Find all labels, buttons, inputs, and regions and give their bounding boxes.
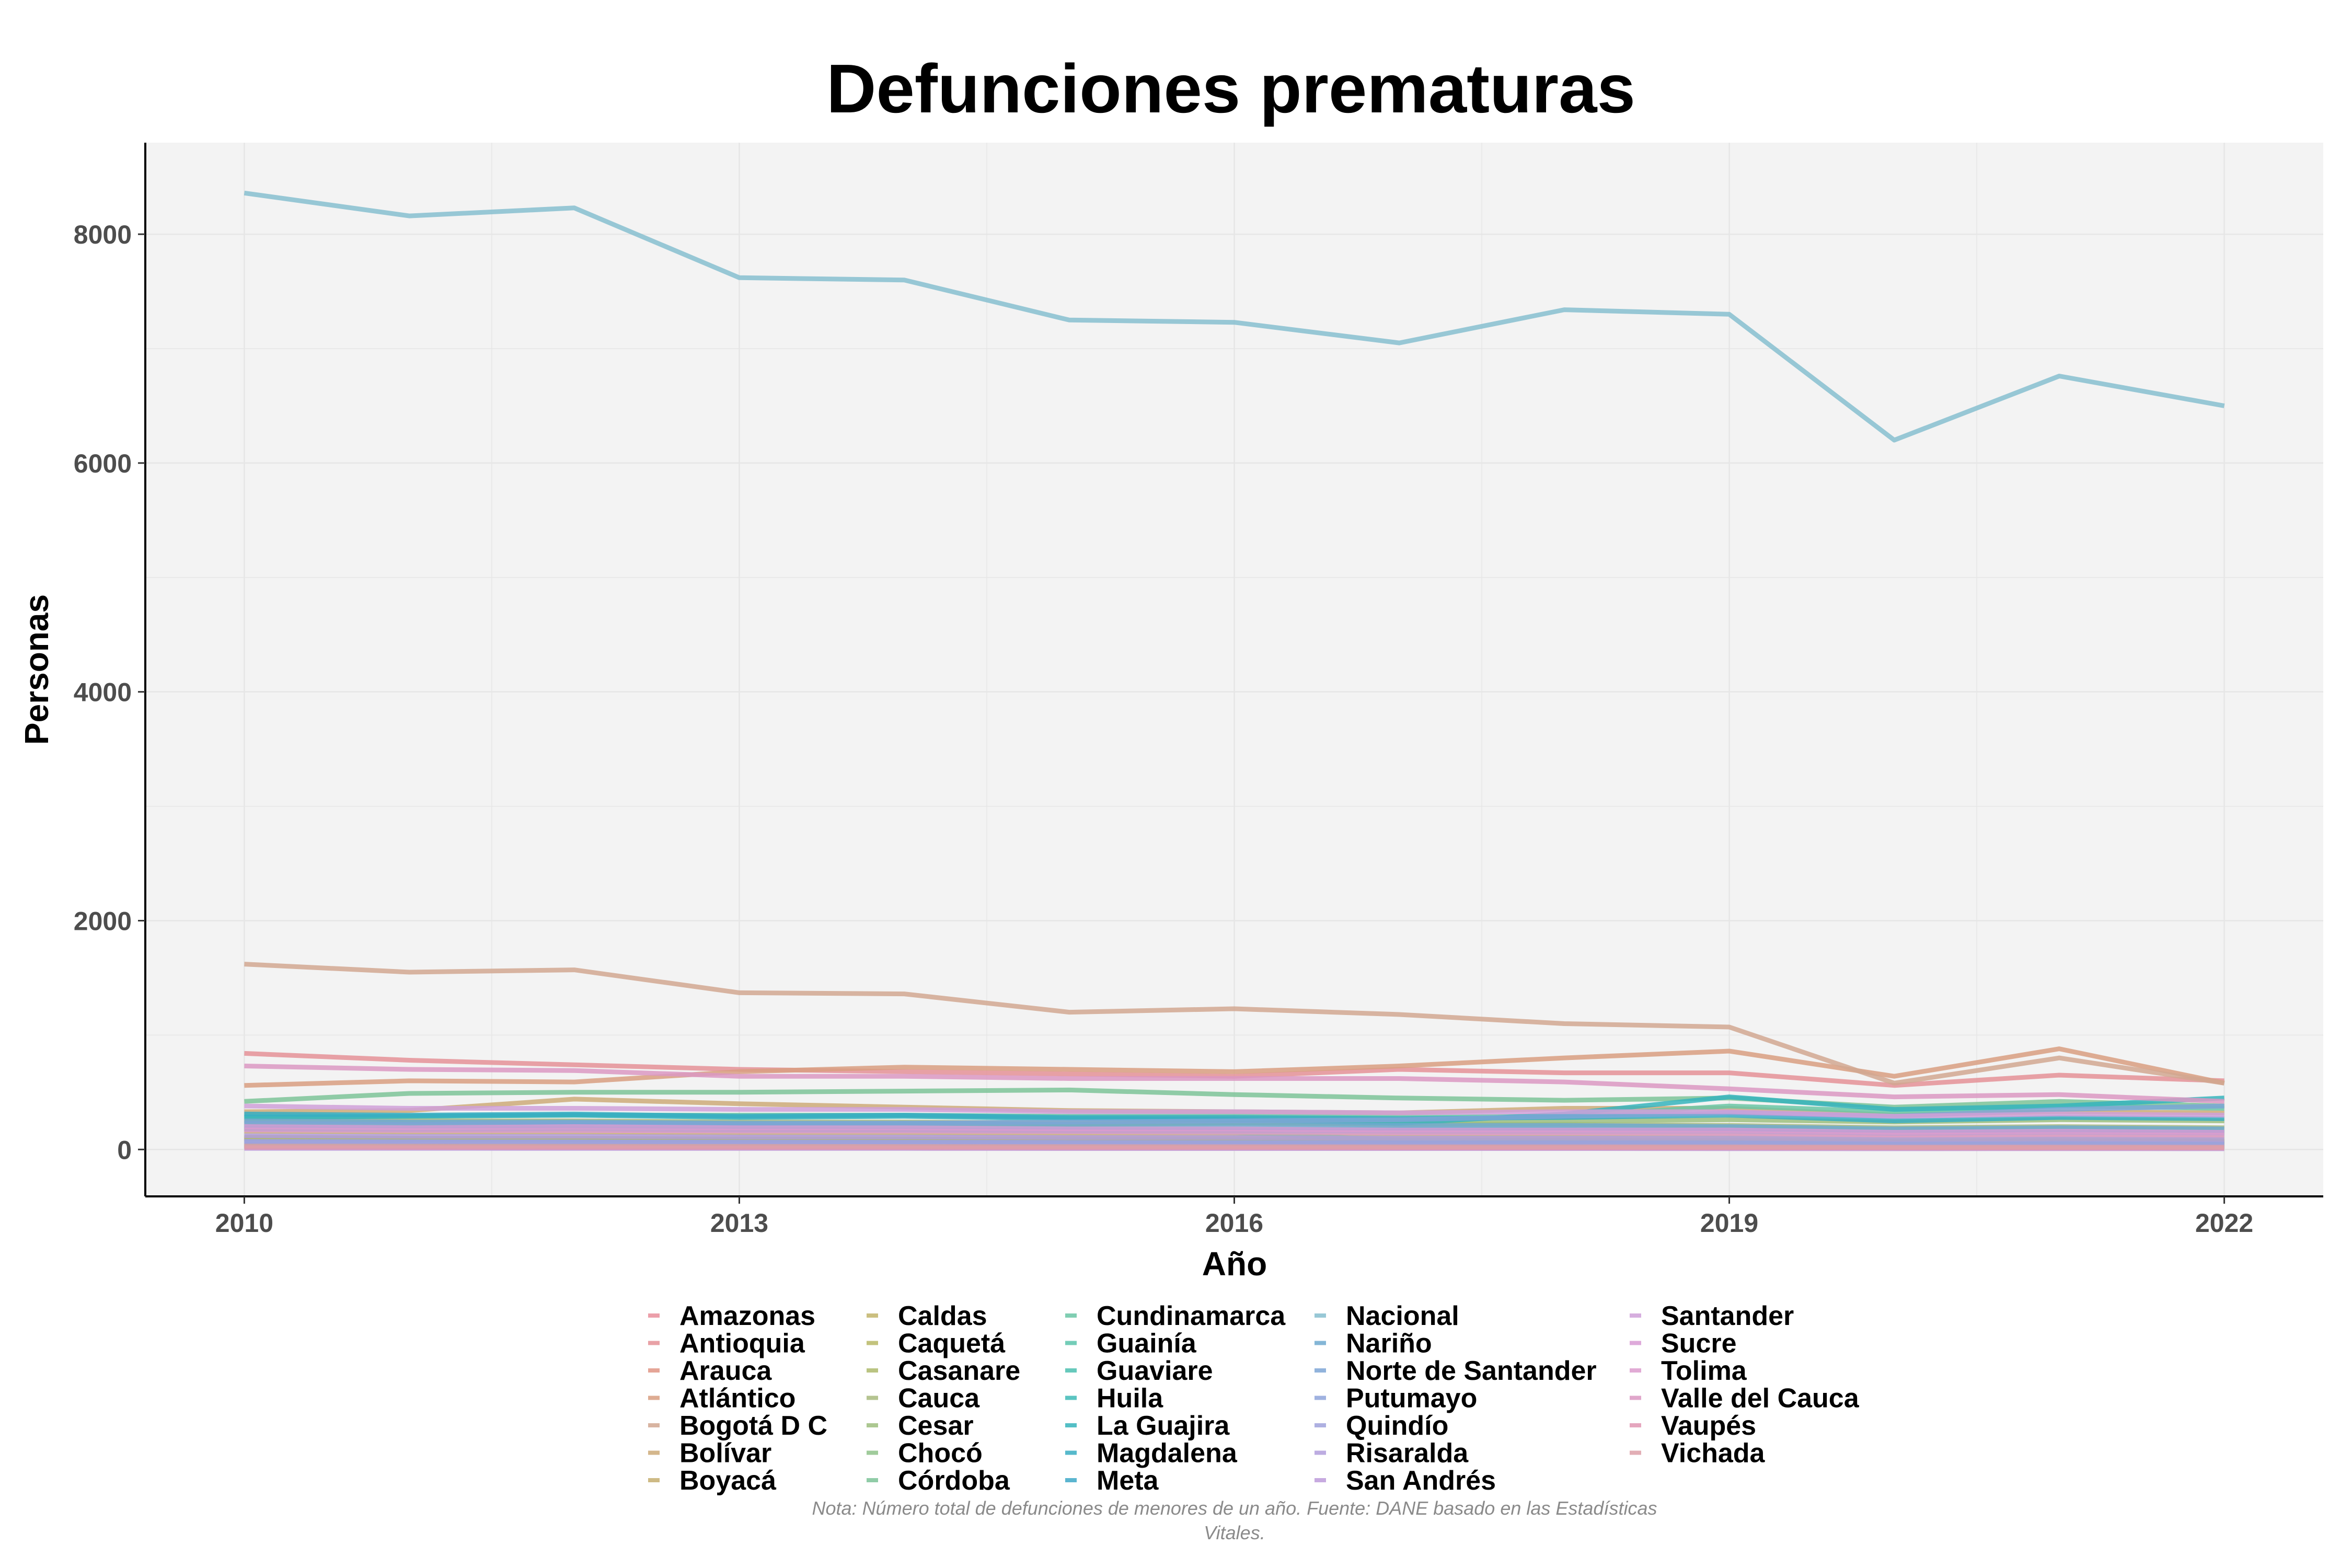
x-axis-title: Año: [1202, 1245, 1267, 1283]
legend-label: Atlántico: [679, 1383, 795, 1414]
legend-label: Amazonas: [679, 1301, 815, 1331]
legend-label: Cauca: [898, 1383, 980, 1414]
legend-label: Risaralda: [1346, 1438, 1469, 1469]
gridlines: [145, 143, 2323, 1196]
legend-label: Bolívar: [679, 1438, 771, 1469]
y-tick-label: 8000: [74, 220, 132, 249]
legend-label: Nariño: [1346, 1329, 1432, 1359]
x-tick-label: 2010: [215, 1208, 273, 1238]
series-line-tolima: [244, 1127, 2224, 1138]
source-note-line2: Vitales.: [1204, 1522, 1265, 1543]
x-tick-label: 2019: [1700, 1208, 1758, 1238]
source-note: Nota: Número total de defunciones de men…: [812, 1497, 1657, 1519]
legend-label: Sucre: [1661, 1329, 1737, 1359]
series-line-nacional: [244, 190, 2225, 443]
legend-label: Caldas: [898, 1301, 987, 1331]
y-tick-label: 4000: [74, 678, 132, 707]
x-axis-ticks: 2010 2013 2016 2019 2022: [215, 1196, 2253, 1238]
legend-label: La Guajira: [1097, 1411, 1230, 1441]
series-line-bogotá-d-c: [244, 962, 2225, 1086]
series-line-sucre: [244, 1124, 2224, 1135]
legend-label: Norte de Santander: [1346, 1356, 1597, 1386]
series-line-valle-del-cauca: [244, 1064, 2224, 1104]
series-line-santander: [244, 1103, 2224, 1119]
legend-label: Caquetá: [898, 1329, 1006, 1359]
legend-label: Valle del Cauca: [1661, 1383, 1860, 1414]
legend-label: Santander: [1661, 1301, 1794, 1331]
legend-label: Chocó: [898, 1438, 983, 1469]
series-lines: [244, 190, 2225, 1151]
legend-label: Quindío: [1346, 1411, 1448, 1441]
series-line-vichada: [244, 1144, 2224, 1150]
chart-title: Defunciones prematuras: [826, 50, 1635, 127]
legend-label: Putumayo: [1346, 1383, 1477, 1414]
x-tick-label: 2013: [710, 1208, 768, 1238]
legend-label: Vaupés: [1661, 1411, 1756, 1441]
legend-label: Cundinamarca: [1097, 1301, 1286, 1331]
y-axis-ticks: 0 2000 4000 6000 8000: [74, 220, 145, 1165]
legend-label: Nacional: [1346, 1301, 1459, 1331]
legend-label: Antioquia: [679, 1329, 805, 1359]
y-axis-title: Personas: [18, 594, 55, 745]
x-tick-label: 2022: [2195, 1208, 2253, 1238]
legend-label: Casanare: [898, 1356, 1020, 1386]
legend-label: Tolima: [1661, 1356, 1747, 1386]
legend-label: Bogotá D C: [679, 1411, 827, 1441]
legend-label: San Andrés: [1346, 1466, 1496, 1496]
legend-label: Guainía: [1097, 1329, 1197, 1359]
legend-label: Guaviare: [1097, 1356, 1213, 1386]
y-tick-label: 2000: [74, 906, 132, 936]
y-tick-label: 0: [117, 1135, 132, 1165]
legend-label: Magdalena: [1097, 1438, 1238, 1469]
x-tick-label: 2016: [1205, 1208, 1263, 1238]
legend-label: Meta: [1097, 1466, 1159, 1496]
legend-label: Boyacá: [679, 1466, 777, 1496]
legend-label: Arauca: [679, 1356, 772, 1386]
series-line-atlántico: [244, 1046, 2225, 1088]
series-line-risaralda: [244, 1133, 2224, 1142]
legend-label: Huila: [1097, 1383, 1163, 1414]
series-line-quindío: [244, 1139, 2224, 1146]
legend-label: Cesar: [898, 1411, 974, 1441]
y-tick-label: 6000: [74, 449, 132, 478]
legend-label: Córdoba: [898, 1466, 1010, 1496]
series-line-magdalena: [244, 1111, 2224, 1123]
legend-label: Vichada: [1661, 1438, 1766, 1469]
